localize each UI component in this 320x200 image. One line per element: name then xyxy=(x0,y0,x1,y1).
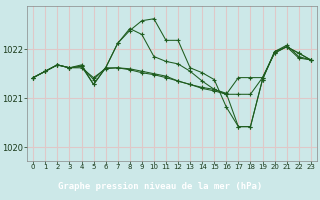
Text: Graphe pression niveau de la mer (hPa): Graphe pression niveau de la mer (hPa) xyxy=(58,182,262,191)
